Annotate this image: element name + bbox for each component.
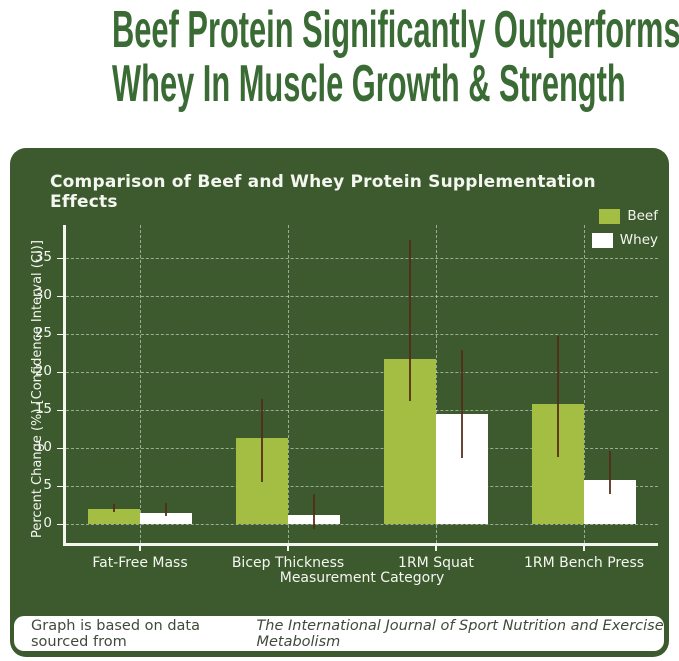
x-axis-tick xyxy=(435,546,437,551)
vertical-gridline xyxy=(584,225,585,543)
vertical-gridline xyxy=(140,225,141,543)
horizontal-gridline xyxy=(66,448,658,450)
y-axis-tick xyxy=(57,371,63,374)
chart-panel: Comparison of Beef and Whey Protein Supp… xyxy=(10,148,669,657)
y-axis-tick xyxy=(57,447,63,450)
legend-item-whey: Whey xyxy=(591,232,658,248)
horizontal-gridline xyxy=(66,486,658,488)
beef-error-bar xyxy=(112,504,116,512)
x-axis-line xyxy=(63,543,658,546)
horizontal-gridline xyxy=(66,334,658,336)
source-note-prefix: Graph is based on data sourced from xyxy=(31,617,200,650)
beef-error-bar xyxy=(260,398,264,483)
horizontal-gridline xyxy=(66,372,658,374)
category-label: Bicep Thickness xyxy=(231,555,345,571)
whey-error-bar xyxy=(312,494,316,530)
page-title: Beef Protein Significantly Outperforms W… xyxy=(0,0,679,113)
category-label: 1RM Squat xyxy=(398,555,474,571)
whey-error-bar xyxy=(608,451,612,495)
legend-item-beef: Beef xyxy=(592,208,658,224)
y-tick-label: 15 xyxy=(34,401,52,418)
y-axis-tick xyxy=(57,523,63,526)
whey-legend-label: Whey xyxy=(619,232,658,248)
beef-bar xyxy=(88,508,140,524)
y-axis-line xyxy=(63,225,66,546)
beef-legend-label: Beef xyxy=(627,208,658,224)
y-tick-label: 10 xyxy=(34,439,52,456)
x-axis-title: Measurement Category xyxy=(279,570,445,586)
source-note: Graph is based on data sourced from The … xyxy=(14,616,664,651)
plot-area: 0 5 10 15 20 25 30 35 Fat-Free Mass Bicep Thickne… xyxy=(10,148,669,657)
x-axis-tick xyxy=(583,546,585,551)
beef-error-bar xyxy=(408,240,412,402)
headline-line-1: Beef Protein Significantly Outperforms xyxy=(112,0,679,59)
chart-legend: Beef Whey xyxy=(591,208,658,256)
headline-line-2: Whey In Muscle Growth & Strength xyxy=(112,53,626,113)
y-axis-tick xyxy=(57,333,63,336)
x-axis-tick xyxy=(139,546,141,551)
whey-legend-swatch xyxy=(591,232,613,248)
vertical-gridline xyxy=(288,225,289,543)
whey-error-bar xyxy=(164,502,168,517)
beef-error-bar xyxy=(556,335,560,458)
horizontal-gridline xyxy=(66,410,658,412)
y-axis-tick xyxy=(57,257,63,260)
y-tick-label: 25 xyxy=(34,325,52,342)
y-axis-tick xyxy=(57,485,63,488)
source-note-journal: The International Journal of Sport Nutri… xyxy=(256,617,664,650)
y-axis-title: Percent Change (%) [Confidence Interval … xyxy=(30,240,45,538)
y-tick-label: 30 xyxy=(34,287,52,304)
vertical-gridline xyxy=(436,225,437,543)
y-tick-label: 35 xyxy=(34,249,52,266)
y-tick-label: 0 xyxy=(43,515,52,532)
horizontal-gridline xyxy=(66,296,658,298)
horizontal-gridline xyxy=(66,524,658,525)
category-label: Fat-Free Mass xyxy=(92,555,188,571)
chart-title: Comparison of Beef and Whey Protein Supp… xyxy=(50,172,596,212)
y-tick-label: 20 xyxy=(34,363,52,380)
category-label: 1RM Bench Press xyxy=(523,555,645,571)
beef-legend-swatch xyxy=(599,208,621,224)
whey-error-bar xyxy=(460,350,464,458)
whey-bar xyxy=(140,512,192,524)
horizontal-gridline xyxy=(66,258,658,260)
y-tick-label: 5 xyxy=(43,477,52,494)
y-axis-tick xyxy=(57,409,63,412)
x-axis-tick xyxy=(287,546,289,551)
y-axis-tick xyxy=(57,295,63,298)
